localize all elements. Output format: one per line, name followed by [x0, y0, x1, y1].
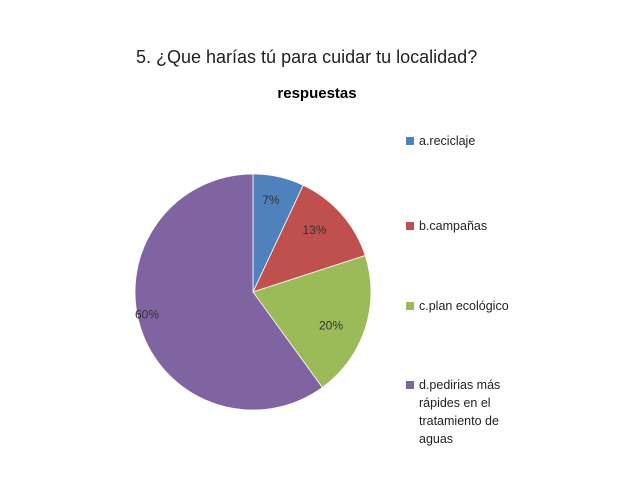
- legend-swatch-2: [406, 302, 414, 310]
- legend-swatch-1: [406, 222, 414, 230]
- pie-slice-3: [134, 173, 323, 411]
- legend-label-2: c.plan ecológico: [419, 299, 509, 313]
- slice-label-3: 60%: [135, 307, 159, 321]
- legend-swatch-3: [406, 381, 414, 389]
- legend-swatch-0: [406, 137, 414, 145]
- legend-label-1: b.campañas: [419, 219, 487, 233]
- slice-label-0: 7%: [262, 193, 280, 207]
- legend: a.reciclaje b.campañas c.plan ecológico d.p…: [406, 134, 509, 446]
- pie-slice-1: [252, 184, 366, 293]
- slice-label-2: 20%: [319, 318, 343, 332]
- legend-label-0: a.reciclaje: [419, 134, 475, 148]
- pie-slice-2: [252, 255, 372, 389]
- slice-label-1: 13%: [302, 223, 326, 237]
- question-heading: 5. ¿Que harías tú para cuidar tu localid…: [136, 47, 478, 67]
- legend-label-3: d.pedirias más rápides en el tratamiento d…: [419, 378, 500, 446]
- pie-slices: [134, 173, 372, 411]
- slice-labels: 7% 13% 20% 60%: [135, 193, 343, 332]
- chart-title: respuestas: [277, 85, 356, 102]
